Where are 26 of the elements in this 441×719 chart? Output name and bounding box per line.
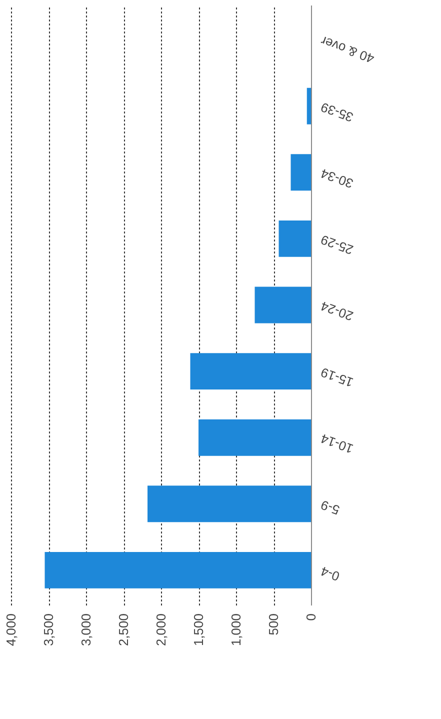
bar: [290, 154, 311, 191]
x-tick-label: 0: [304, 614, 318, 621]
y-tick-label: 20-24: [318, 298, 356, 324]
y-tick-label: 10-14: [318, 431, 356, 456]
y-tick-label: 25-29: [318, 232, 356, 258]
y-tick-label: 15-19: [318, 364, 356, 390]
x-tick-label: 4,000: [4, 614, 18, 646]
bar: [44, 552, 311, 588]
y-tick-label: 30-34: [318, 166, 356, 192]
x-tick-label: 3,000: [78, 614, 94, 646]
bar: [198, 419, 311, 456]
bar: [254, 286, 311, 324]
x-tick-label: 1,500: [191, 614, 206, 646]
bar: [190, 353, 311, 390]
y-tick-label: 5-9: [318, 497, 342, 518]
x-tick-label: 3,500: [41, 614, 56, 646]
y-tick-label: 35-39: [318, 100, 356, 125]
bar: [148, 486, 311, 522]
x-tick-label: 1,000: [228, 614, 244, 646]
x-tick-label: 500: [266, 614, 281, 636]
y-tick-label: 40 & over: [318, 33, 376, 66]
x-tick-label: 2,000: [154, 614, 168, 646]
x-tick-label: 2,500: [116, 614, 131, 646]
bar: [278, 220, 311, 257]
y-tick-label: 0-4: [318, 564, 342, 584]
bar: [306, 88, 311, 124]
